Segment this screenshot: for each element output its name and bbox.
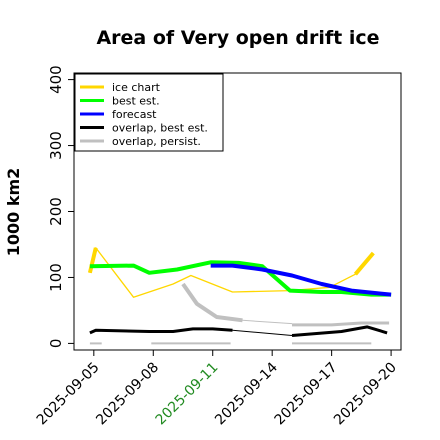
y-ticks: 0 100 200 300 400	[47, 65, 74, 348]
x-tick-label: 2025-09-17	[272, 360, 341, 429]
x-tick-label: 2025-09-08	[93, 360, 162, 429]
legend-label-best-est: best est.	[112, 95, 160, 108]
legend-label-ice-chart: ice chart	[112, 81, 161, 94]
series-line-ice-chart-thick-1	[87, 247, 98, 274]
series-line-overlap-best-est-tail-8	[291, 325, 388, 337]
legend-label-overlap-best-est: overlap, best est.	[112, 122, 208, 135]
series-line-ice-chart-thick-2	[353, 251, 375, 276]
y-tick-label: 300	[47, 131, 65, 160]
series-line-overlap-best-est-thin-6	[95, 329, 150, 332]
y-tick-label: 100	[47, 263, 65, 292]
y-tick-label: 200	[47, 197, 65, 226]
y-axis-label: 1000 km2	[4, 168, 23, 257]
series-line-best-est-3	[89, 260, 392, 297]
series-line-forecast-4	[210, 263, 392, 297]
series-line-ice-chart-0	[89, 247, 374, 298]
y-tick-label: 400	[47, 65, 65, 94]
x-tick-label: 2025-09-05	[34, 360, 103, 429]
x-ticks: 2025-09-052025-09-082025-09-112025-09-14…	[34, 350, 400, 428]
series-line-overlap-persist-tail-11	[292, 321, 390, 327]
legend-label-forecast: forecast	[112, 108, 157, 121]
y-tick-label: 0	[47, 339, 65, 349]
series-line-overlap-persist-9	[181, 282, 243, 323]
x-tick-label: 2025-09-14	[212, 359, 281, 428]
x-tick-label: 2025-09-20	[331, 360, 400, 429]
x-tick-label: 2025-09-11	[153, 360, 222, 429]
legend-label-overlap-persist: overlap, persist.	[112, 135, 201, 148]
series-layer	[87, 247, 392, 345]
series-line-overlap-best-est-thin-7	[232, 329, 293, 336]
chart-title: Area of Very open drift ice	[96, 27, 379, 49]
series-line-overlap-persist-thin-10	[242, 319, 293, 325]
